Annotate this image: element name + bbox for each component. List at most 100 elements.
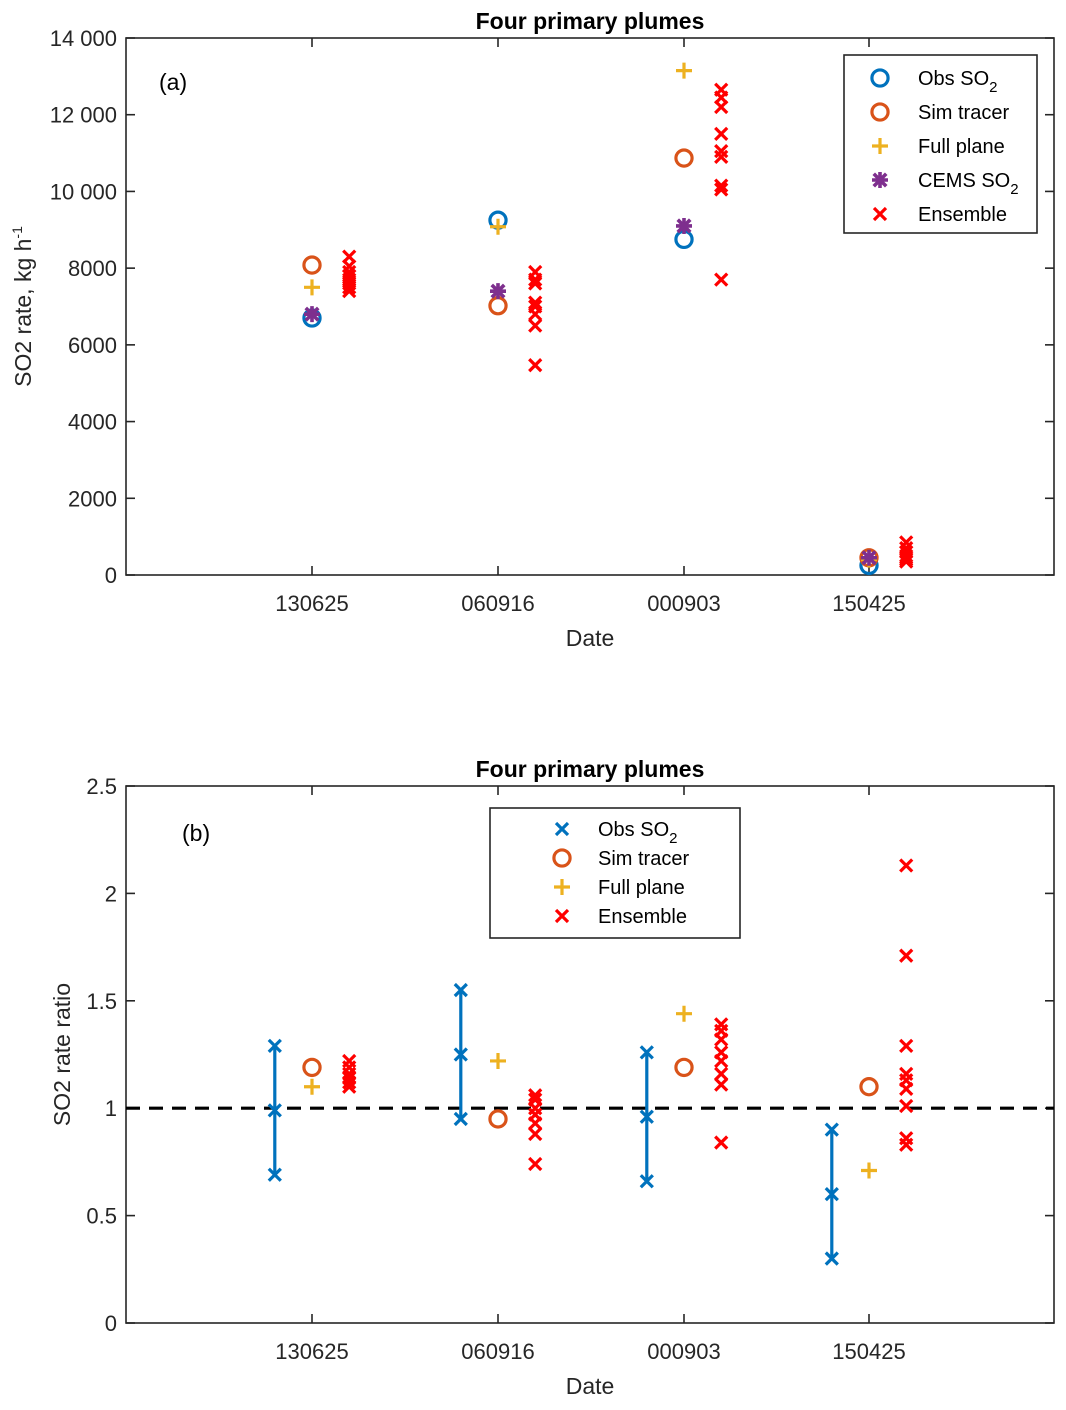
legend-marker	[872, 206, 888, 222]
panel-label: (a)	[159, 69, 187, 95]
error-bar-low-marker	[267, 1167, 282, 1182]
y-tick-label: 0	[105, 563, 117, 588]
panel-label: (b)	[182, 820, 210, 846]
data-point	[899, 1137, 914, 1152]
data-point	[453, 1047, 468, 1062]
data-point	[528, 1126, 543, 1142]
data-point	[714, 1053, 729, 1069]
x-tick-label: 150425	[832, 591, 905, 616]
y-axis-label-superscript: -1	[9, 226, 25, 239]
legend-marker	[872, 138, 888, 154]
legend-label: Full plane	[598, 877, 685, 899]
x-tick-label: 000903	[647, 591, 720, 616]
y-tick-label: 0	[105, 1311, 117, 1336]
data-point	[490, 1052, 506, 1069]
legend-label-subscript: 2	[1010, 181, 1018, 198]
data-point	[861, 1162, 877, 1179]
legend-label-text: Ensemble	[918, 204, 1007, 226]
series-full-plane	[304, 1005, 877, 1179]
y-tick-label: 1	[105, 1096, 117, 1121]
y-axis-label: SO2 rate ratio	[49, 983, 75, 1126]
legend-label: Ensemble	[598, 906, 687, 928]
chart-panel-a: 0 2000 4000 6000 8000 10 000 12 000 14 000 13062…	[9, 8, 1055, 651]
error-bar-high-marker	[824, 1122, 839, 1137]
y-tick-label: 4000	[68, 410, 117, 435]
data-point	[528, 1116, 543, 1131]
legend-label-text: Full plane	[918, 136, 1005, 158]
y-axis-label-text: SO2 rate ratio	[49, 983, 75, 1126]
data-point	[342, 284, 357, 299]
data-point	[714, 149, 729, 165]
data-point	[859, 1077, 879, 1097]
y-tick-label: 8000	[68, 256, 117, 281]
data-point	[714, 126, 729, 142]
legend-marker	[872, 172, 888, 188]
y-tick-label: 2000	[68, 486, 117, 511]
data-point	[714, 1135, 729, 1150]
data-point	[488, 296, 508, 316]
x-tick-label: 000903	[647, 1339, 720, 1364]
legend-label: Sim tracer	[918, 102, 1009, 124]
data-point	[342, 280, 357, 295]
y-axis-label-text: SO2 rate, kg h	[10, 239, 36, 387]
legend-label-text: Ensemble	[598, 906, 687, 928]
x-tick-label: 150425	[832, 1339, 905, 1364]
x-tick-label: 060916	[461, 1339, 534, 1364]
data-point	[861, 549, 877, 566]
error-bar-low-marker	[824, 1251, 839, 1266]
legend-marker	[554, 879, 570, 895]
legend-label: Full plane	[918, 136, 1005, 158]
data-point	[714, 182, 729, 197]
legend-label-text: CEMS SO	[918, 170, 1010, 192]
error-bar-high-marker	[267, 1038, 282, 1054]
data-point	[304, 279, 320, 296]
legend-marker	[870, 102, 890, 122]
data-point	[824, 1186, 839, 1202]
y-axis-label: SO2 rate, kg h-1	[9, 226, 36, 387]
series-obs-so	[302, 210, 879, 576]
legend-marker	[552, 848, 572, 868]
legend-label-text: Full plane	[598, 877, 685, 899]
x-tick-label: 130625	[275, 591, 348, 616]
y-tick-label: 14 000	[50, 26, 117, 51]
data-point	[899, 554, 914, 569]
legend-marker	[554, 908, 570, 924]
data-point	[528, 276, 543, 291]
series-obs-so	[267, 982, 839, 1266]
y-tick-label: 1.5	[86, 989, 117, 1014]
data-point	[899, 948, 914, 963]
legend-label: CEMS SO2	[918, 170, 1019, 198]
data-point	[342, 1079, 357, 1094]
plot-area	[125, 37, 1055, 576]
data-point	[714, 99, 729, 115]
data-point	[528, 358, 543, 373]
legend-marker	[554, 821, 570, 837]
chart-panel-b: 0 0.5 1 1.5 2 2.5 130625 060916 000903 150425 Four…	[49, 756, 1055, 1399]
data-point	[899, 1038, 914, 1054]
y-tick-label: 6000	[68, 333, 117, 358]
y-tick-label: 2.5	[86, 774, 117, 799]
data-point	[899, 1098, 914, 1114]
data-point	[714, 1066, 729, 1081]
data-point	[714, 1077, 729, 1092]
error-bar-low-marker	[453, 1111, 468, 1127]
x-tick-label: 130625	[275, 1339, 348, 1364]
data-point	[528, 272, 543, 287]
legend-label-text: Sim tracer	[918, 102, 1009, 124]
chart-title: Four primary plumes	[476, 756, 705, 782]
data-point	[488, 1109, 508, 1129]
legend-box	[489, 807, 741, 939]
data-point	[714, 178, 729, 193]
plot-area	[125, 785, 1055, 1324]
x-axis-label: Date	[566, 1373, 615, 1399]
legend-marker	[870, 68, 890, 88]
legend-label-text: Sim tracer	[598, 848, 689, 870]
error-bar-high-marker	[639, 1045, 654, 1060]
series-ensemble	[342, 858, 914, 1172]
x-axis-label: Date	[566, 625, 615, 651]
data-point	[490, 218, 506, 235]
data-point	[714, 272, 729, 287]
series-cems-so	[304, 217, 877, 566]
data-point	[304, 306, 320, 323]
